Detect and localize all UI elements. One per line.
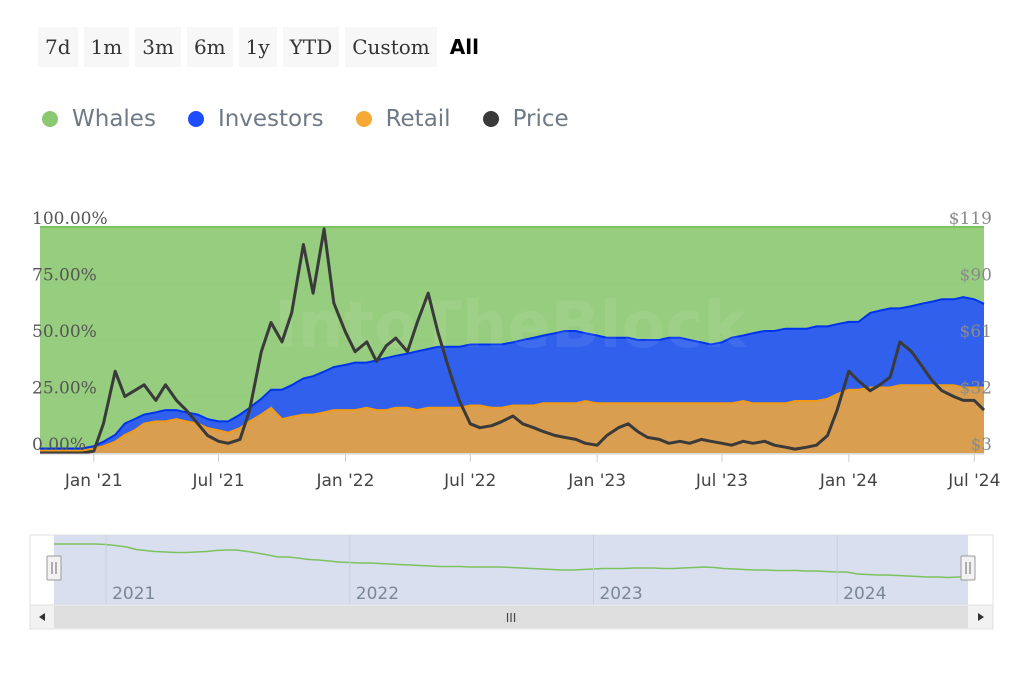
scrollbar-thumb[interactable]	[54, 606, 968, 628]
range-button-custom[interactable]: Custom	[345, 27, 437, 67]
watermark-logo: IntoTheBlock	[274, 289, 747, 363]
x-tick-label: Jan '23	[567, 471, 626, 491]
legend-item-investors[interactable]: Investors	[187, 106, 324, 132]
range-button-1y[interactable]: 1y	[238, 27, 277, 67]
y-right-tick-label: $90	[960, 266, 992, 286]
range-selector: 7d 1m 3m 6m 1y YTD Custom All	[38, 27, 486, 67]
navigator-year-label: 2022	[356, 584, 399, 604]
x-tick-label: Jan '22	[316, 471, 375, 491]
navigator-year-label: 2024	[843, 584, 886, 604]
scrollbar-grip-icon: III	[506, 611, 517, 625]
y-right-tick-label: $119	[949, 209, 992, 229]
y-right-tick-label: $3	[970, 435, 992, 455]
legend-label: Price	[512, 106, 569, 132]
legend-item-retail[interactable]: Retail	[355, 106, 451, 132]
navigator-selected-range[interactable]	[54, 535, 968, 605]
x-tick-label: Jul '24	[947, 471, 1000, 491]
navigator-series-line	[54, 543, 969, 579]
legend-dot-icon	[482, 111, 499, 127]
x-tick-label: Jul '23	[695, 471, 748, 491]
legend-label: Investors	[217, 106, 324, 132]
navigator-year-label: 2023	[599, 584, 642, 604]
scroll-left-arrow-icon[interactable]	[39, 613, 45, 621]
y-left-tick-label: 75.00%	[32, 266, 97, 286]
range-button-6m[interactable]: 6m	[186, 27, 233, 67]
legend-dot-icon	[187, 111, 204, 127]
range-button-ytd[interactable]: YTD	[282, 27, 340, 67]
x-tick-label: Jul '22	[443, 471, 496, 491]
legend-item-whales[interactable]: Whales	[42, 106, 156, 132]
legend-dot-icon	[42, 111, 58, 127]
y-right-tick-label: $61	[960, 322, 992, 342]
legend-label: Whales	[72, 106, 156, 132]
legend-item-price[interactable]: Price	[482, 106, 569, 132]
legend-label: Retail	[385, 106, 451, 132]
holder-distribution-chart: IntoTheBlock 0.00% 25.00% 50.00% 75.00% 100.0…	[32, 209, 1000, 491]
x-tick-label: Jan '24	[819, 471, 878, 491]
navigator-left-handle[interactable]	[46, 555, 62, 581]
chart-navigator: 2021 2022 2023 2024 III	[29, 534, 994, 630]
scroll-right-arrow-icon[interactable]	[978, 613, 984, 621]
x-tick-label: Jan '21	[64, 471, 123, 491]
area-edge-investors	[40, 296, 985, 450]
y-right-tick-label: $32	[960, 379, 992, 399]
range-button-7d[interactable]: 7d	[38, 27, 78, 67]
x-tick-label: Jul '21	[191, 471, 244, 491]
navigator-year-label: 2021	[112, 584, 155, 604]
chart-legend: Whales Investors Retail Price	[42, 106, 569, 132]
area-edge-retail	[40, 384, 984, 452]
y-left-tick-label: 50.00%	[32, 322, 97, 342]
y-left-tick-label: 100.00%	[32, 209, 108, 229]
navigator-right-handle[interactable]	[960, 555, 976, 581]
y-left-tick-label: 0.00%	[32, 435, 86, 455]
legend-dot-icon	[355, 111, 372, 127]
price-line	[40, 227, 986, 455]
range-button-1m[interactable]: 1m	[83, 27, 130, 67]
range-button-3m[interactable]: 3m	[135, 27, 181, 67]
y-left-tick-label: 25.00%	[32, 379, 97, 399]
range-button-all[interactable]: All	[443, 27, 486, 67]
